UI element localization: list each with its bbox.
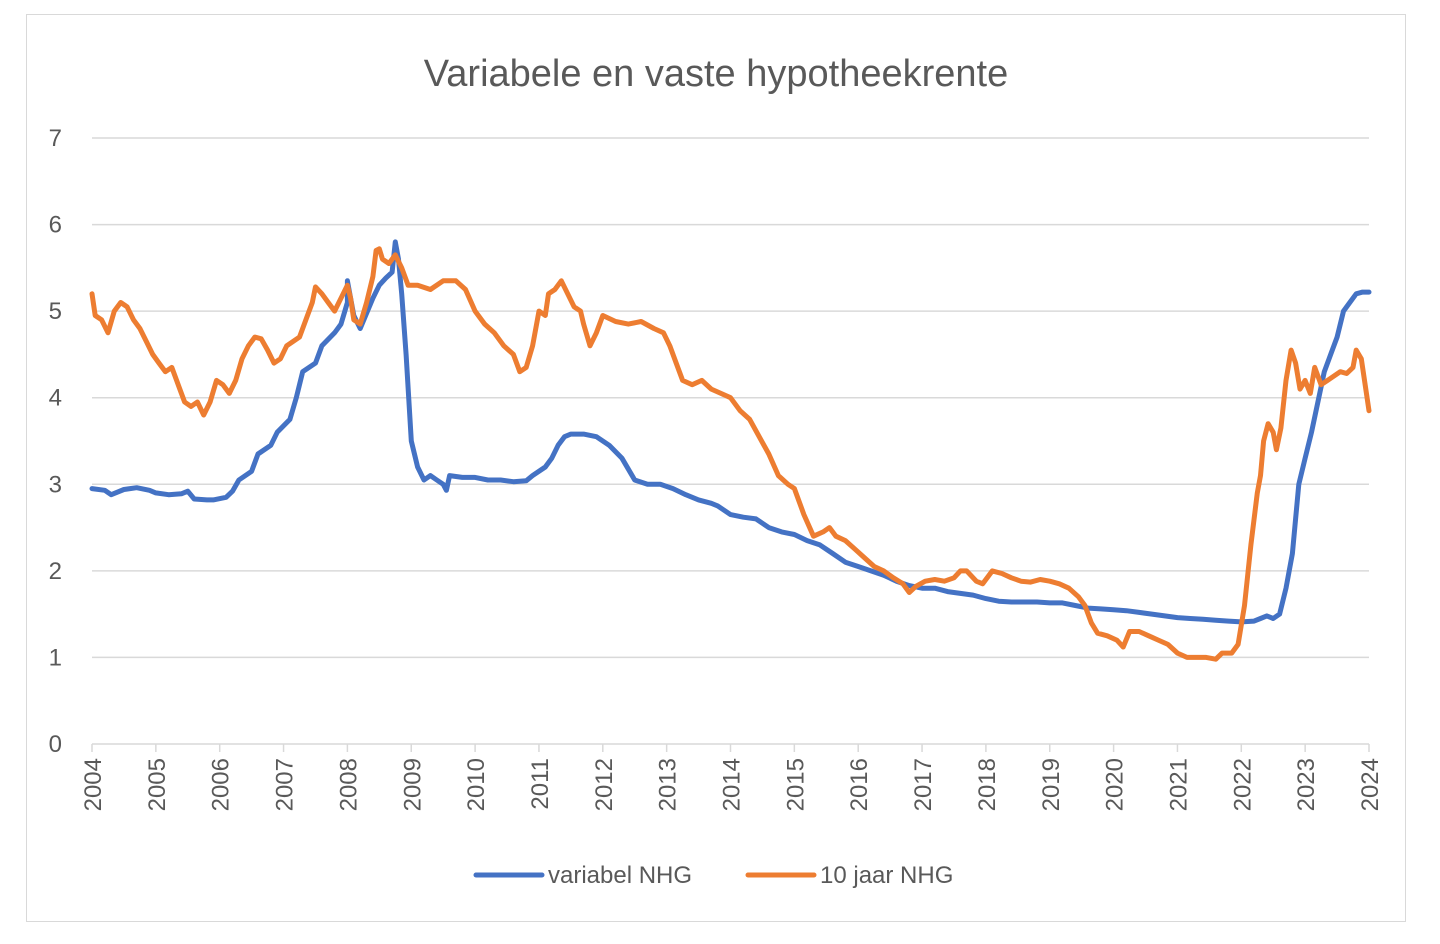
x-tick-label: 2017 [910, 758, 937, 811]
chart-title: Variabele en vaste hypotheekrente [424, 53, 1008, 95]
x-tick-label: 2011 [527, 758, 554, 810]
x-tick-label: 2022 [1229, 758, 1256, 811]
series-line-1 [89, 246, 1372, 662]
y-tick-label: 3 [49, 471, 62, 498]
x-tick-label: 2007 [272, 758, 299, 811]
legend-label: 10 jaar NHG [820, 862, 953, 889]
x-tick-label: 2018 [974, 758, 1001, 811]
x-tick-label: 2020 [1102, 758, 1129, 811]
x-tick-label: 2023 [1293, 758, 1320, 811]
x-tick-label: 2012 [591, 758, 618, 811]
y-tick-label: 4 [49, 385, 62, 412]
x-axis-ticks: 2004 2005 2006 2007 2008 2009 2010 2011 2012 2013… [80, 744, 1384, 811]
y-tick-label: 0 [49, 731, 62, 758]
x-tick-label: 2021 [1165, 758, 1192, 811]
y-axis-ticks: 0 1 2 3 4 5 6 7 [49, 125, 62, 758]
x-tick-label: 2010 [463, 758, 490, 811]
x-tick-label: 2006 [208, 758, 235, 811]
x-tick-label: 2009 [399, 758, 426, 811]
x-tick-label: 2013 [655, 758, 682, 811]
x-tick-label: 2016 [846, 758, 873, 811]
y-tick-label: 7 [49, 125, 62, 152]
series-lines [89, 239, 1372, 662]
x-tick-label: 2014 [719, 758, 746, 811]
x-tick-label: 2019 [1038, 758, 1065, 811]
y-tick-label: 2 [49, 558, 62, 585]
x-tick-label: 2005 [144, 758, 171, 811]
x-tick-label: 2004 [80, 758, 107, 811]
y-tick-label: 6 [49, 212, 62, 239]
y-tick-label: 5 [49, 298, 62, 325]
x-tick-label: 2008 [335, 758, 362, 811]
legend: variabel NHG 10 jaar NHG [473, 862, 953, 889]
x-tick-label: 2015 [782, 758, 809, 811]
chart-frame [26, 14, 1406, 922]
x-tick-label: 2024 [1357, 758, 1384, 811]
series-line-0 [89, 239, 1372, 625]
y-tick-label: 1 [49, 644, 62, 671]
legend-label: variabel NHG [548, 862, 692, 889]
